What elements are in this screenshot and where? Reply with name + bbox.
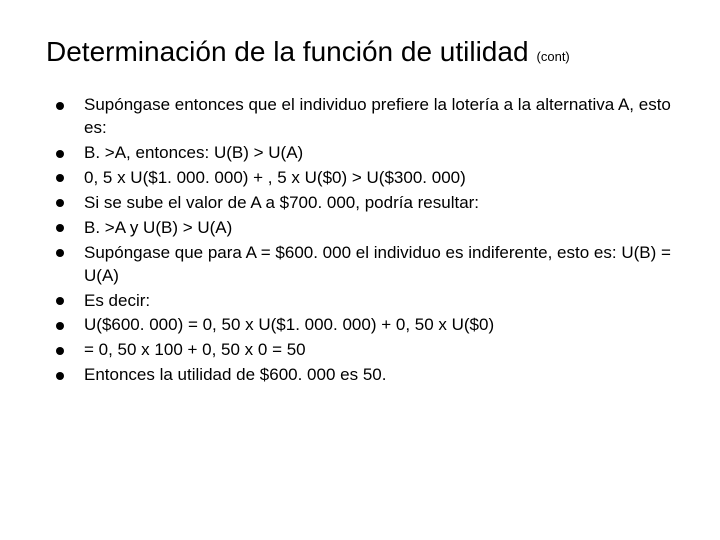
list-item: = 0, 50 x 100 + 0, 50 x 0 = 50 [56,339,674,362]
list-item: Si se sube el valor de A a $700. 000, po… [56,192,674,215]
list-item: Supóngase que para A = $600. 000 el indi… [56,242,674,288]
title-row: Determinación de la función de utilidad … [46,36,674,68]
list-item: B. >A, entonces: U(B) > U(A) [56,142,674,165]
list-item: Entonces la utilidad de $600. 000 es 50. [56,364,674,387]
slide: Determinación de la función de utilidad … [0,0,720,540]
list-item: Es decir: [56,290,674,313]
slide-continuation-label: (cont) [537,49,570,64]
slide-title: Determinación de la función de utilidad [46,36,529,68]
bullet-list: Supóngase entonces que el individuo pref… [46,94,674,387]
list-item: 0, 5 x U($1. 000. 000) + , 5 x U($0) > U… [56,167,674,190]
list-item: B. >A y U(B) > U(A) [56,217,674,240]
list-item: U($600. 000) = 0, 50 x U($1. 000. 000) +… [56,314,674,337]
list-item: Supóngase entonces que el individuo pref… [56,94,674,140]
